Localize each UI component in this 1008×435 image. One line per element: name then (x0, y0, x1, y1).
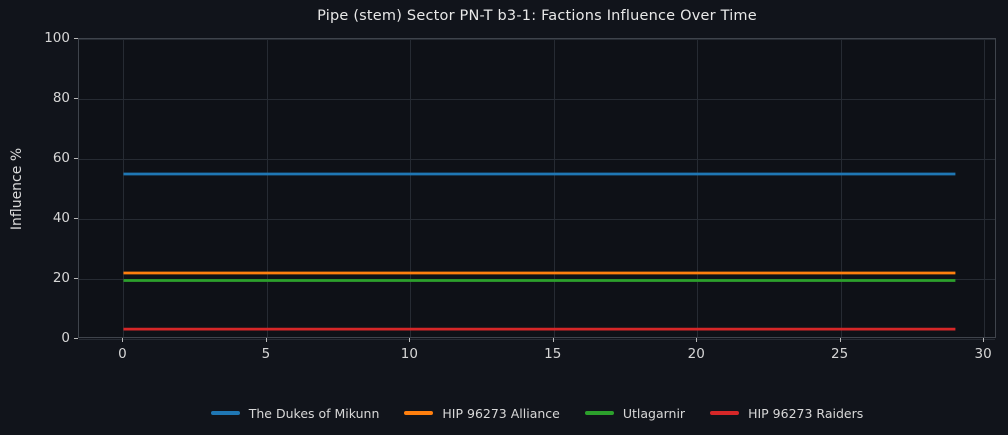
legend-line-swatch (404, 411, 434, 415)
x-gridline (553, 39, 555, 337)
y-tick-mark (74, 98, 78, 99)
chart-title: Pipe (stem) Sector PN-T b3-1: Factions I… (317, 8, 757, 24)
y-gridline (79, 339, 995, 340)
x-tick-label: 15 (544, 346, 562, 362)
legend-item: HIP 96273 Raiders (710, 406, 863, 421)
legend: The Dukes of Mikunn HIP 96273 Alliance Utl… (78, 400, 996, 426)
series-layer (123, 172, 956, 331)
x-tick-mark (265, 338, 267, 342)
x-gridline (266, 39, 268, 337)
y-tick-mark (74, 38, 78, 39)
x-tick-label: 30 (974, 346, 992, 362)
x-gridline (840, 39, 842, 337)
x-tick-label: 25 (831, 346, 849, 362)
y-axis-label: Influence % (9, 147, 25, 231)
x-tick-label: 5 (261, 346, 271, 362)
x-tick-label: 20 (687, 346, 705, 362)
y-tick-label: 20 (52, 270, 70, 286)
y-tick-mark (74, 218, 78, 219)
legend-item: The Dukes of Mikunn (210, 405, 380, 421)
y-tick-mark (74, 278, 78, 279)
plot-area (78, 38, 996, 340)
x-tick-label: 0 (118, 346, 127, 362)
y-gridline (79, 39, 995, 40)
x-tick-label: 10 (400, 346, 418, 362)
legend-label: Utlagarnir (622, 405, 686, 421)
x-tick-mark (839, 338, 841, 342)
y-gridline (79, 159, 995, 160)
y-gridline (79, 219, 995, 220)
x-gridline (984, 39, 986, 337)
y-tick-label: 60 (52, 150, 70, 166)
y-tick-label: 40 (52, 210, 70, 226)
legend-item: Utlagarnir (584, 405, 686, 421)
y-tick-label: 0 (61, 330, 70, 346)
legend-label: HIP 96273 Raiders (748, 405, 864, 421)
legend-line-swatch (210, 411, 240, 415)
x-tick-mark (552, 338, 554, 342)
legend-line-swatch (584, 411, 614, 415)
legend-item: HIP 96273 Alliance (404, 405, 560, 421)
x-tick-mark (983, 338, 985, 342)
x-gridline (697, 39, 699, 337)
y-tick-mark (74, 338, 78, 339)
x-gridline (123, 39, 125, 337)
y-tick-label: 80 (52, 90, 70, 106)
legend-label: The Dukes of Mikunn (248, 405, 380, 421)
y-tick-mark (74, 158, 78, 159)
x-tick-mark (696, 338, 698, 342)
legend-line-swatch (710, 411, 740, 415)
y-gridline (79, 99, 995, 100)
x-tick-mark (409, 338, 411, 342)
x-tick-mark (122, 338, 124, 342)
legend-label: HIP 96273 Alliance (442, 405, 560, 421)
y-tick-label: 100 (44, 30, 70, 46)
x-gridline (410, 39, 412, 337)
